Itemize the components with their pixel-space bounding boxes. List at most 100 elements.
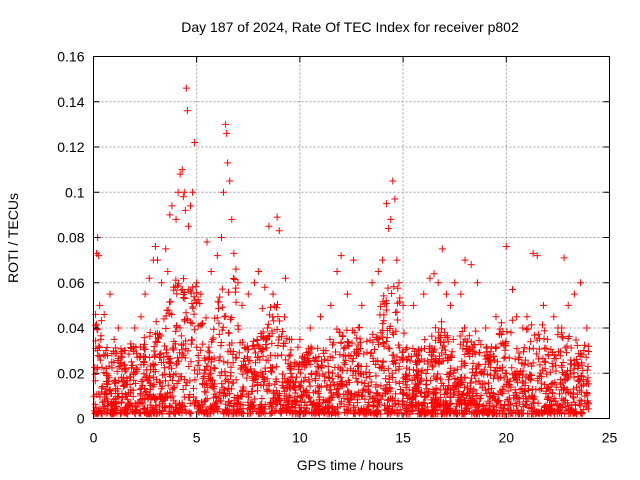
data-point — [234, 395, 242, 403]
data-point — [473, 279, 481, 287]
data-point — [556, 390, 564, 398]
data-point — [447, 301, 455, 309]
data-point — [218, 285, 226, 293]
data-point — [103, 343, 111, 351]
data-point — [428, 332, 436, 340]
data-point — [511, 386, 519, 394]
data-point — [265, 380, 273, 388]
data-point — [380, 292, 388, 300]
data-point — [217, 342, 225, 350]
data-point — [528, 362, 536, 370]
data-point — [581, 341, 589, 349]
data-point — [508, 286, 516, 294]
data-point — [385, 395, 393, 403]
data-point — [255, 267, 263, 275]
data-point — [267, 409, 275, 417]
y-tick-label: 0.12 — [57, 139, 84, 155]
data-point — [461, 256, 469, 264]
data-point — [408, 376, 416, 384]
data-point — [247, 365, 255, 373]
data-point — [384, 344, 392, 352]
data-point — [422, 369, 430, 377]
data-point — [383, 200, 391, 208]
data-point — [441, 328, 449, 336]
data-point — [501, 353, 509, 361]
data-point — [329, 378, 337, 386]
data-point — [204, 375, 212, 383]
data-point — [337, 252, 345, 260]
data-point — [150, 347, 158, 355]
data-point — [186, 377, 194, 385]
data-point — [258, 394, 266, 402]
data-point — [162, 245, 170, 253]
data-point — [572, 336, 580, 344]
data-point — [451, 366, 459, 374]
data-point — [340, 345, 348, 353]
data-point — [210, 354, 218, 362]
data-point — [394, 284, 402, 292]
data-point — [511, 355, 519, 363]
data-point — [429, 362, 437, 370]
data-point — [207, 267, 215, 275]
data-point — [110, 335, 118, 343]
data-point — [169, 346, 177, 354]
data-point — [579, 381, 587, 389]
data-point — [477, 341, 485, 349]
data-point — [91, 370, 99, 378]
data-point — [115, 393, 123, 401]
data-point — [192, 289, 200, 297]
data-point — [357, 345, 365, 353]
data-point — [567, 344, 575, 352]
data-point — [374, 389, 382, 397]
data-point — [534, 330, 542, 338]
data-point — [363, 348, 371, 356]
data-point — [325, 374, 333, 382]
data-point — [172, 327, 180, 335]
data-point — [95, 352, 103, 360]
data-point — [383, 334, 391, 342]
data-point — [536, 386, 544, 394]
data-point — [403, 344, 411, 352]
data-point — [448, 348, 456, 356]
data-point — [296, 369, 304, 377]
data-point — [276, 317, 284, 325]
data-point — [558, 363, 566, 371]
data-point — [343, 290, 351, 298]
data-point — [181, 206, 189, 214]
data-point — [116, 362, 124, 370]
data-point — [344, 376, 352, 384]
data-point — [426, 274, 434, 282]
data-point — [222, 120, 230, 128]
x-tick-label: 10 — [292, 430, 308, 446]
data-point — [215, 330, 223, 338]
data-point — [272, 375, 280, 383]
data-point — [394, 316, 402, 324]
data-point — [403, 364, 411, 372]
x-axis-label: GPS time / hours — [297, 457, 404, 473]
data-point — [441, 346, 449, 354]
data-point — [416, 347, 424, 355]
data-point — [224, 329, 232, 337]
data-point — [573, 341, 581, 349]
data-point — [451, 279, 459, 287]
data-point — [327, 301, 335, 309]
data-point — [203, 238, 211, 246]
data-point — [389, 329, 397, 337]
data-point — [458, 327, 466, 335]
data-point — [185, 408, 193, 416]
data-point — [136, 385, 144, 393]
data-point — [583, 366, 591, 374]
data-point — [184, 222, 192, 230]
data-point — [362, 362, 370, 370]
data-point — [430, 270, 438, 278]
y-tick-label: 0.04 — [57, 320, 84, 336]
data-point — [402, 345, 410, 353]
data-point — [185, 362, 193, 370]
data-point — [457, 290, 465, 298]
data-point — [196, 346, 204, 354]
data-point — [118, 353, 126, 361]
data-point — [347, 365, 355, 373]
data-point — [158, 279, 166, 287]
data-point — [424, 389, 432, 397]
data-point — [261, 283, 269, 291]
